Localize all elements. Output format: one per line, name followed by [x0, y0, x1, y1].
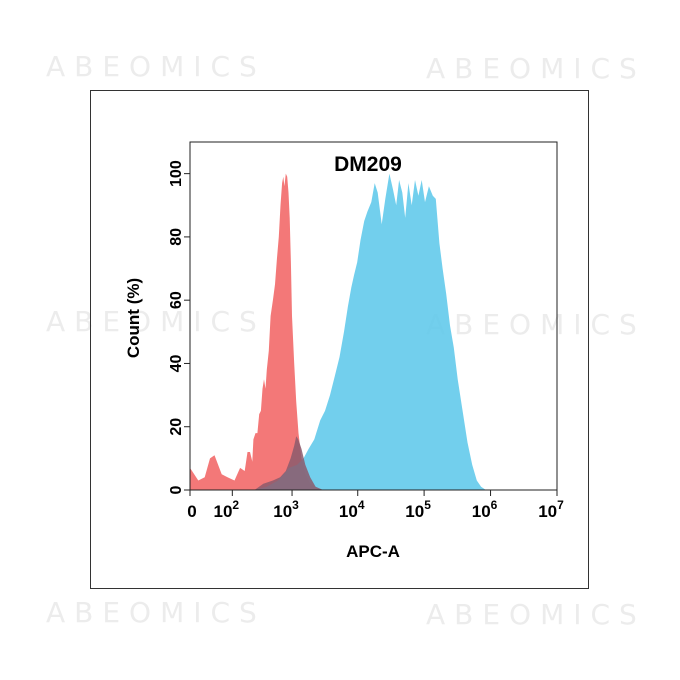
- x-axis-ticks: 0 102 103 104 105 106 107: [187, 490, 564, 521]
- watermark-mid-left: ABEOMICS: [46, 305, 266, 338]
- y-axis-label: Count (%): [124, 278, 143, 358]
- plot-border: [189, 141, 558, 491]
- histogram-series-1: [190, 173, 324, 490]
- histogram-series-2: [254, 173, 486, 490]
- y-tick-label: 0: [168, 485, 185, 494]
- x-tick-label: 106: [472, 498, 498, 521]
- x-axis-label: APC-A: [346, 542, 400, 561]
- y-tick-label: 60: [168, 291, 185, 309]
- chart-title: DM209: [334, 153, 402, 176]
- x-tick-label: 102: [214, 498, 240, 521]
- figure-frame: [90, 90, 589, 589]
- x-tick-label: 107: [538, 498, 564, 521]
- y-tick-label: 100: [168, 160, 185, 187]
- y-tick-label: 80: [168, 228, 185, 246]
- y-tick-label: 20: [168, 418, 185, 436]
- histogram-series-3: [254, 436, 324, 490]
- x-tick-label: 104: [339, 498, 365, 521]
- watermark-top-left: ABEOMICS: [46, 50, 266, 83]
- x-tick-label: 105: [405, 498, 431, 521]
- watermark-bottom-left: ABEOMICS: [46, 596, 266, 629]
- series-layer: [190, 173, 486, 490]
- watermark-bottom-right: ABEOMICS: [426, 598, 646, 631]
- x-tick-label: 103: [273, 498, 299, 521]
- y-axis-ticks: 0 20 40 60 80 100: [168, 160, 190, 494]
- watermark-top-right: ABEOMICS: [426, 52, 646, 85]
- x-tick-label: 0: [187, 502, 196, 521]
- watermark-mid-right: ABEOMICS: [426, 308, 646, 341]
- y-tick-label: 40: [168, 354, 185, 372]
